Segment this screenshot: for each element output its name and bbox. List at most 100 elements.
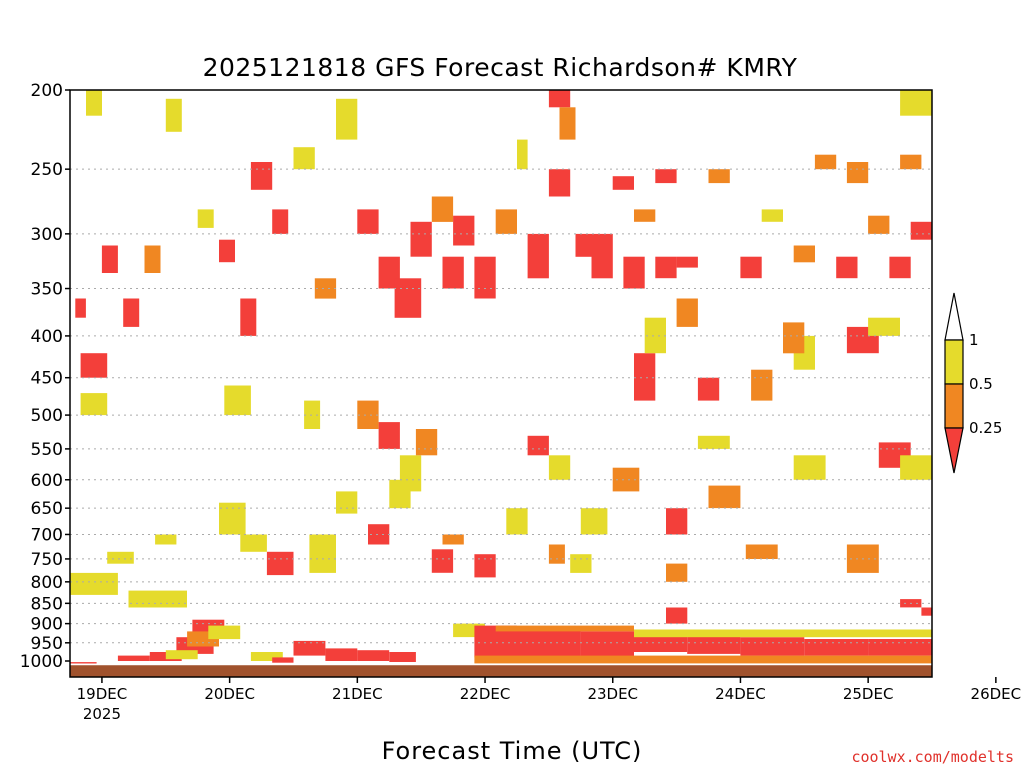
ri-cell [378,256,400,289]
ri-cell [804,639,869,656]
y-tick-label: 450 [31,369,63,389]
ri-cell [591,233,613,279]
ri-cell [708,169,730,184]
ri-cell [410,221,432,257]
ri-cell [580,508,608,535]
x-tick-label: 19DEC [77,685,128,703]
ri-cell [623,256,645,289]
ri-cell [107,551,134,564]
ri-cell [293,147,315,170]
colorbar-bin [944,383,964,429]
ri-cell [336,491,358,514]
ri-cell [495,625,634,632]
ri-cell [634,209,656,222]
ri-cell [293,640,326,656]
credit-text: coolwx.com/modelts [851,748,1014,766]
ri-cell [250,652,283,661]
x-axis: 19DEC 20DEC 21DEC 22DEC 23DEC 24DEC 25DEC 26DEC [77,677,1021,703]
ri-cell [814,154,837,170]
x-tick-label: 20DEC [204,685,255,703]
ri-cell [548,544,565,564]
ri-cell [86,90,102,116]
ri-cell [783,322,805,354]
ri-cell [357,650,390,661]
ri-cell [378,422,400,449]
colorbar-bin [944,339,964,385]
y-tick-label: 650 [31,499,63,519]
ri-cell [548,90,571,108]
y-tick-label: 900 [31,615,63,635]
ri-cell [868,639,932,656]
y-tick-label: 400 [31,327,63,347]
ri-cell [655,256,677,279]
ri-cell [634,353,656,401]
ri-cell [70,572,118,595]
ri-cell [357,209,379,234]
ri-cell [708,485,741,509]
ri-cell [368,524,390,545]
ri-cell [687,635,741,654]
ri-cell [868,317,900,336]
colorbar-label: 0.25 [969,419,1002,437]
ri-cell [442,256,464,289]
ri-cell [666,563,688,582]
x-tick-label: 25DEC [843,685,894,703]
ri-cell [165,650,198,660]
ri-cell [336,98,358,140]
x-tick-label: 24DEC [715,685,766,703]
ri-cell [144,245,161,273]
ground-surface [70,665,932,677]
ri-cell [740,637,805,656]
ri-cell [389,479,411,509]
ri-cell [495,209,517,234]
ri-cell [101,245,118,273]
ri-cell [506,508,528,535]
plot-area [69,89,933,678]
colorbar-label: 0.5 [969,375,993,393]
ri-cell [910,221,932,240]
ri-cell [697,377,720,401]
ri-cell [846,162,869,184]
ri-cell [431,549,454,573]
ri-cell [165,98,182,132]
y-tick-label: 700 [31,525,63,545]
y-tick-label: 750 [31,550,63,570]
ri-cell [442,534,464,545]
ri-cell [575,233,592,257]
ri-cell [128,590,187,608]
ri-cell [453,215,475,246]
ri-cell [900,455,932,480]
ri-cell [580,631,634,658]
x-tick-label: 23DEC [587,685,638,703]
y-tick-label: 1000 [20,652,63,672]
ri-cell [80,353,108,378]
ri-cell [548,169,571,197]
ri-cell [75,298,86,318]
ri-cell [570,554,592,573]
ri-cell [70,662,97,664]
ri-cell [655,169,677,184]
ri-cell [666,508,688,535]
ri-cell [793,245,815,263]
ri-cell [740,256,762,279]
y-tick-label: 850 [31,594,63,614]
ri-cell [697,435,730,449]
ri-cell [389,652,416,662]
ri-cell [250,162,273,190]
y-tick-label: 350 [31,280,63,300]
ri-cell [325,648,358,661]
ri-cell [527,435,549,456]
ri-cell [208,625,241,640]
ri-cell [517,629,581,658]
colorbar-bottom-arrow [944,427,964,474]
ri-cell [240,298,257,336]
ri-cell [900,90,932,116]
y-tick-label: 500 [31,406,63,426]
ri-cell [548,455,571,480]
ri-cell [559,107,576,140]
ri-cell [80,393,108,416]
y-axis: 200 250 300 350 400 450 500 550 600 650 700 750 8008… [20,81,70,672]
ri-cell [304,400,321,429]
x-year-label: 2025 [83,705,121,723]
